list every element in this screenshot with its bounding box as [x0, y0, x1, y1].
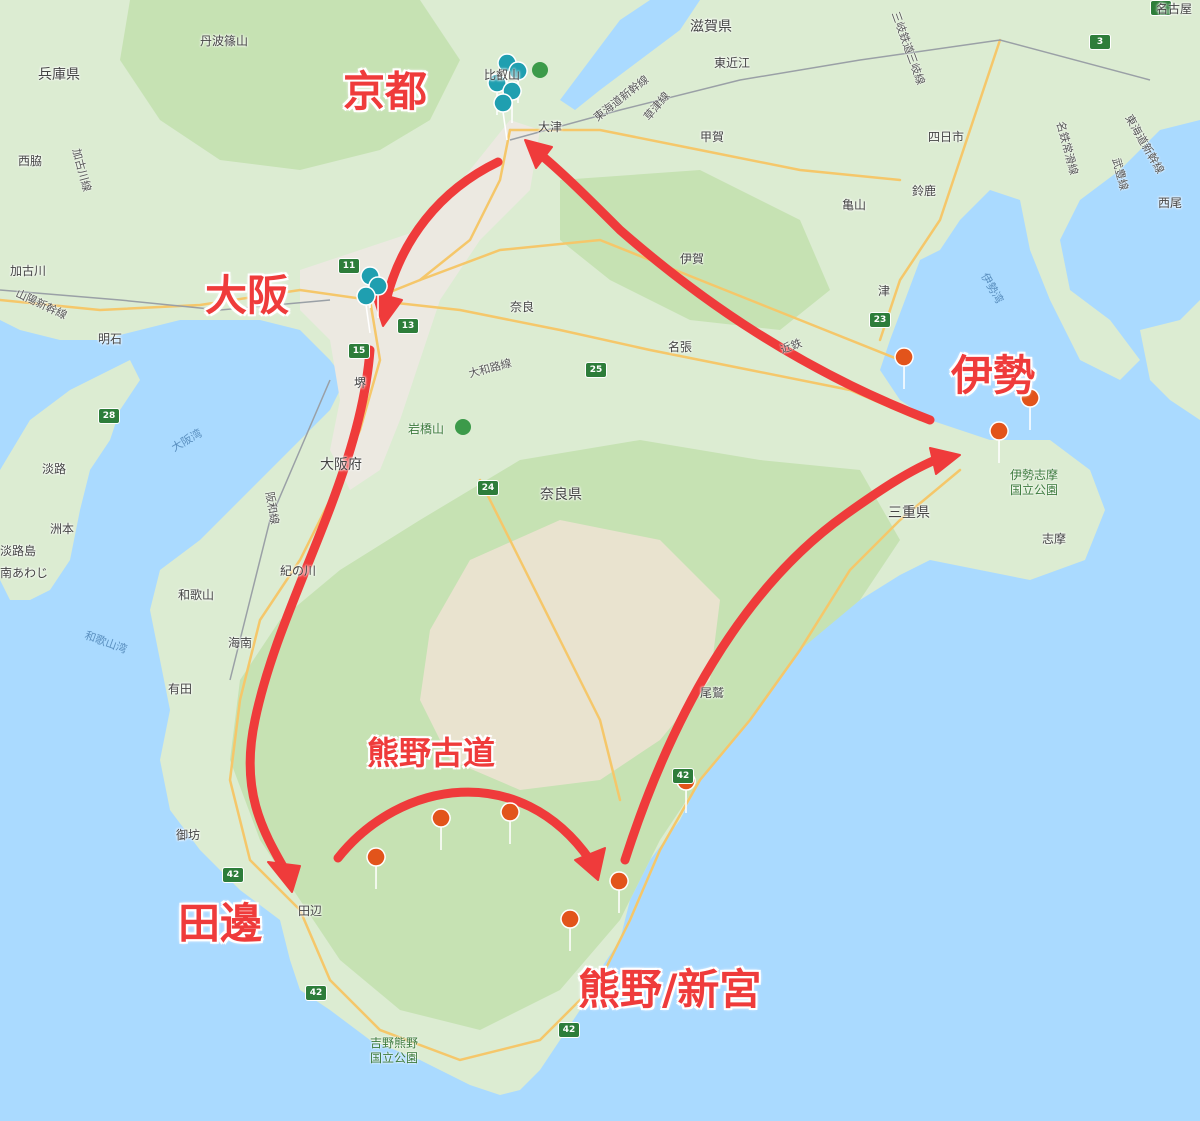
- place-label: 紀の川: [280, 564, 317, 578]
- prefecture-label: 滋賀県: [690, 19, 732, 35]
- route-shield: 42: [305, 985, 327, 1001]
- place-label: 名張: [668, 340, 693, 354]
- route-label-kyoto: 京都: [342, 66, 428, 117]
- prefecture-label: 兵庫県: [38, 67, 80, 83]
- place-label: 鈴鹿: [912, 184, 937, 198]
- place-label: 四日市: [928, 130, 965, 144]
- route-shield: 3: [1089, 34, 1111, 50]
- place-label: 奈良: [510, 300, 535, 314]
- lake-biwa: [560, 0, 700, 110]
- place-label: 西尾: [1158, 196, 1183, 210]
- route-shield: 25: [585, 362, 607, 378]
- place-label: 田辺: [298, 904, 323, 918]
- place-label: 淡路島: [0, 544, 37, 558]
- land-chita: [1140, 300, 1200, 420]
- route-shield: 28: [98, 408, 120, 424]
- place-label: 伊賀: [680, 252, 705, 266]
- route-label-tanabe: 田邊: [177, 898, 263, 949]
- place-label: 尾鷲: [700, 686, 725, 700]
- place-label: 海南: [228, 636, 253, 650]
- place-label: 甲賀: [700, 130, 725, 144]
- place-label: 南あわじ: [0, 566, 49, 580]
- place-label: 東近江: [714, 56, 751, 70]
- place-label: 有田: [168, 682, 193, 696]
- place-label: 西脇: [18, 154, 43, 168]
- route-shield: 42: [558, 1022, 580, 1038]
- place-label: 明石: [98, 332, 123, 346]
- mountain-label: 岩橋山: [408, 422, 445, 436]
- forest-north: [120, 0, 460, 170]
- route-shield: 11: [338, 258, 360, 274]
- place-label: 堺: [354, 376, 367, 390]
- park-label: 伊勢志摩 国立公園: [1010, 468, 1059, 497]
- place-label: 洲本: [50, 522, 75, 536]
- place-label: 御坊: [176, 828, 201, 842]
- route-label-osaka: 大阪: [204, 270, 290, 321]
- place-label: 亀山: [842, 198, 867, 212]
- route-shield: 24: [477, 480, 499, 496]
- route-label-kumano-shingu: 熊野/新宮: [577, 964, 762, 1015]
- park-label: 吉野熊野 国立公園: [370, 1036, 419, 1065]
- place-label: 加古川: [10, 264, 47, 278]
- route-shield: 13: [397, 318, 419, 334]
- place-label: 名古屋: [1156, 2, 1193, 16]
- place-label: 志摩: [1042, 532, 1067, 546]
- prefecture-label: 奈良県: [540, 487, 582, 503]
- route-shield: 15: [348, 343, 370, 359]
- route-label-ise: 伊勢: [950, 350, 1036, 401]
- place-label: 比叡山: [484, 68, 521, 82]
- place-label: 大津: [538, 120, 563, 134]
- route-shield: 42: [222, 867, 244, 883]
- route-label-kumano-kodo: 熊野古道: [367, 734, 496, 772]
- route-shield: 23: [869, 312, 891, 328]
- place-label: 丹波篠山: [200, 34, 249, 48]
- route-shield: 1: [1150, 0, 1172, 16]
- prefecture-label: 大阪府: [320, 457, 362, 473]
- prefecture-label: 三重県: [888, 505, 930, 521]
- place-label: 和歌山: [178, 588, 215, 602]
- place-label: 津: [878, 284, 891, 298]
- place-label: 淡路: [42, 462, 67, 476]
- route-shield: 42: [672, 768, 694, 784]
